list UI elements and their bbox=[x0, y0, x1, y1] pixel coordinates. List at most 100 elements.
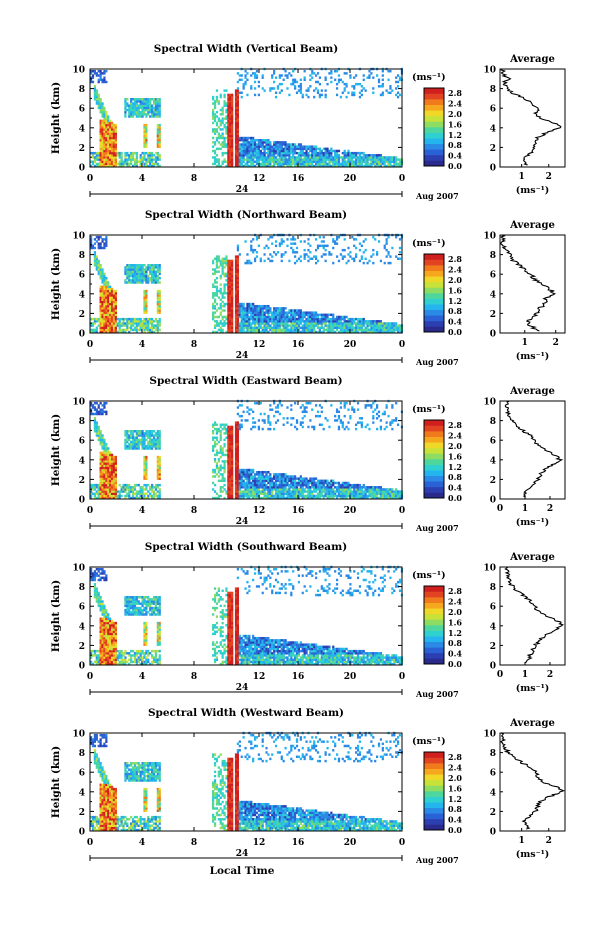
heatmap-cell bbox=[284, 320, 286, 322]
heatmap-cell bbox=[159, 303, 161, 305]
heatmap-cell bbox=[140, 329, 142, 331]
heatmap-cell bbox=[227, 111, 229, 113]
heatmap-cell bbox=[128, 488, 130, 490]
heatmap-cell bbox=[159, 305, 161, 307]
heatmap-cell bbox=[140, 486, 142, 488]
heatmap-cell bbox=[328, 156, 330, 158]
heatmap-cell bbox=[103, 301, 105, 303]
heatmap-cell bbox=[332, 329, 334, 331]
heatmap-cell bbox=[101, 493, 103, 495]
heatmap-cell bbox=[334, 240, 336, 242]
heatmap-cell bbox=[319, 314, 321, 316]
heatmap-cell bbox=[265, 163, 267, 165]
heatmap-cell bbox=[288, 145, 290, 147]
heatmap-cell bbox=[229, 143, 231, 145]
heatmap-cell bbox=[138, 490, 140, 492]
heatmap-cell bbox=[115, 309, 117, 311]
heatmap-cell bbox=[237, 111, 239, 113]
heatmap-cell bbox=[344, 152, 346, 154]
heatmap-cell bbox=[269, 253, 271, 255]
heatmap-cell bbox=[256, 70, 258, 72]
heatmap-cell bbox=[260, 154, 262, 156]
colorbar-swatch bbox=[424, 260, 444, 266]
heatmap-cell bbox=[94, 98, 96, 100]
heatmap-cell bbox=[386, 161, 388, 163]
heatmap-cell bbox=[153, 266, 155, 268]
heatmap-cell bbox=[107, 311, 109, 313]
heatmap-cell bbox=[252, 249, 254, 251]
heatmap-cell bbox=[225, 143, 227, 145]
heatmap-cell bbox=[286, 238, 288, 240]
heatmap-cell bbox=[98, 439, 100, 441]
heatmap-cell bbox=[372, 87, 374, 89]
heatmap-cell bbox=[292, 70, 294, 72]
heatmap-cell bbox=[239, 309, 241, 311]
heatmap-cell bbox=[237, 72, 239, 74]
heatmap-cell bbox=[128, 320, 130, 322]
heatmap-cell bbox=[246, 311, 248, 313]
heatmap-cell bbox=[103, 456, 105, 458]
heatmap-cell bbox=[284, 156, 286, 158]
heatmap-cell bbox=[98, 245, 100, 247]
heatmap-cell bbox=[101, 290, 103, 292]
panel-2: Spectral Width (Northward Beam)0246810He… bbox=[50, 209, 565, 367]
heatmap-cell bbox=[96, 98, 98, 100]
heatmap-cell bbox=[124, 158, 126, 160]
heatmap-cell bbox=[393, 329, 395, 331]
heatmap-cell bbox=[269, 148, 271, 150]
heatmap-cell bbox=[227, 268, 229, 270]
heatmap-cell bbox=[140, 439, 142, 441]
heatmap-cell bbox=[380, 320, 382, 322]
heatmap-cell bbox=[140, 441, 142, 443]
heatmap-cell bbox=[216, 148, 218, 150]
heatmap-cell bbox=[103, 141, 105, 143]
heatmap-cell bbox=[237, 488, 239, 490]
heatmap-cell bbox=[227, 462, 229, 464]
heatmap-cell bbox=[344, 158, 346, 160]
heatmap-cell bbox=[220, 135, 222, 137]
heatmap-cell bbox=[323, 236, 325, 238]
heatmap-cell bbox=[126, 439, 128, 441]
heatmap-cell bbox=[101, 462, 103, 464]
heatmap-cell bbox=[231, 156, 233, 158]
heatmap-cell bbox=[305, 311, 307, 313]
heatmap-cell bbox=[105, 137, 107, 139]
heatmap-cell bbox=[94, 262, 96, 264]
heatmap-cell bbox=[241, 327, 243, 329]
heatmap-cell bbox=[151, 495, 153, 497]
heatmap-cell bbox=[103, 133, 105, 135]
heatmap-cell bbox=[111, 288, 113, 290]
heatmap-cell bbox=[103, 115, 105, 117]
heatmap-cell bbox=[227, 143, 229, 145]
heatmap-cell bbox=[223, 288, 225, 290]
heatmap-cell bbox=[223, 94, 225, 96]
heatmap-cell bbox=[353, 152, 355, 154]
heatmap-cell bbox=[136, 441, 138, 443]
heatmap-cell bbox=[105, 120, 107, 122]
heatmap-cell bbox=[286, 74, 288, 76]
heatmap-cell bbox=[138, 104, 140, 106]
heatmap-cell bbox=[157, 301, 159, 303]
heatmap-cell bbox=[267, 154, 269, 156]
heatmap-cell bbox=[140, 100, 142, 102]
heatmap-cell bbox=[336, 322, 338, 324]
heatmap-cell bbox=[231, 117, 233, 119]
heatmap-cell bbox=[298, 158, 300, 160]
heatmap-cell bbox=[326, 320, 328, 322]
heatmap-cell bbox=[124, 270, 126, 272]
heatmap-cell bbox=[130, 441, 132, 443]
heatmap-cell bbox=[275, 148, 277, 150]
heatmap-cell bbox=[159, 462, 161, 464]
heatmap-cell bbox=[155, 102, 157, 104]
heatmap-cell bbox=[248, 260, 250, 262]
heatmap-cell bbox=[256, 236, 258, 238]
heatmap-cell bbox=[290, 324, 292, 326]
heatmap-cell bbox=[376, 161, 378, 163]
heatmap-cell bbox=[134, 268, 136, 270]
heatmap-cell bbox=[113, 316, 115, 318]
heatmap-cell bbox=[212, 314, 214, 316]
heatmap-cell bbox=[145, 465, 147, 467]
heatmap-cell bbox=[155, 486, 157, 488]
heatmap-cell bbox=[237, 309, 239, 311]
heatmap-cell bbox=[216, 443, 218, 445]
